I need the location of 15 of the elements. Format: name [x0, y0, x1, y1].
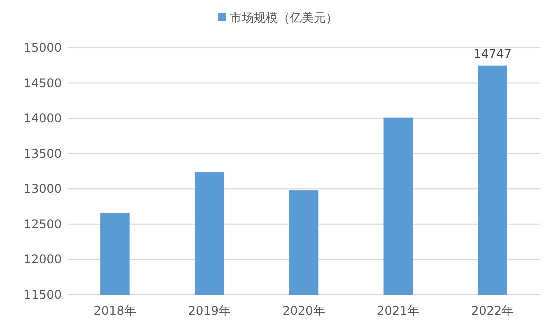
y-tick-label: 12000 [24, 252, 62, 267]
x-tick-label: 2019年 [188, 304, 231, 318]
y-tick-label: 13500 [24, 146, 62, 161]
x-tick-label: 2018年 [94, 304, 136, 318]
y-tick-label: 11500 [24, 288, 62, 302]
legend-label: 市场规模（亿美元） [230, 11, 338, 25]
x-tick-label: 2020年 [282, 304, 326, 318]
y-tick-label: 13000 [24, 182, 62, 196]
data-label: 14747 [474, 46, 512, 61]
x-tick-label: 2021年 [377, 304, 420, 318]
y-tick-label: 14500 [24, 76, 62, 90]
y-tick-label: 15000 [24, 41, 62, 55]
y-tick-label: 12500 [24, 217, 62, 232]
x-tick-label: 2022年 [472, 304, 514, 318]
y-tick-label: 14000 [24, 112, 62, 126]
